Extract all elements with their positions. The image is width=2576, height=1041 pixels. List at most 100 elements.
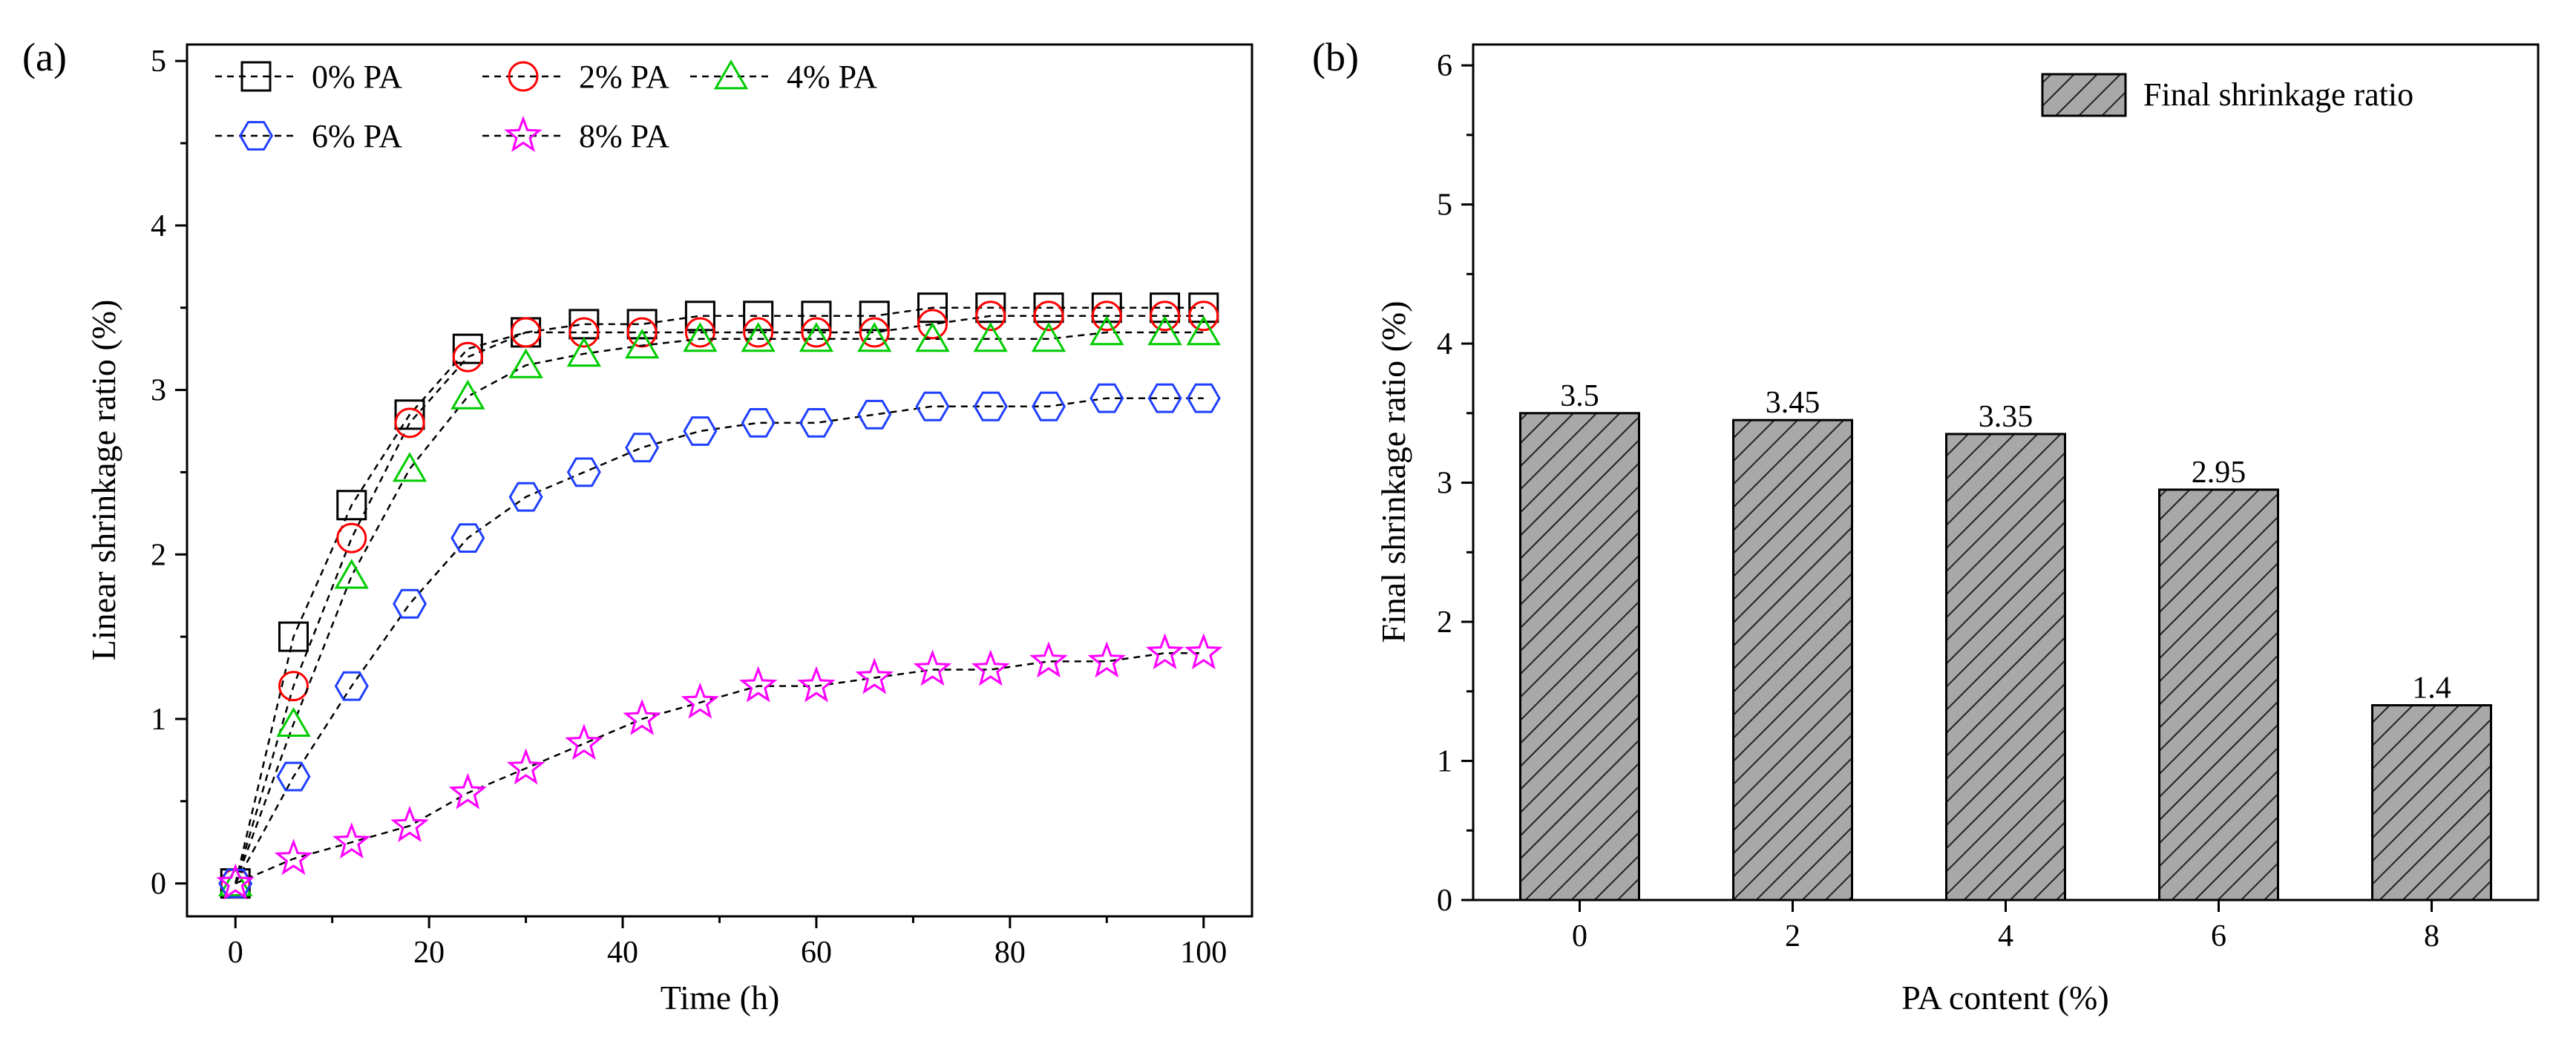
- panel-b-x-axis: 0 2 4 6 8: [1572, 900, 2439, 953]
- data-point: [452, 333, 483, 364]
- data-point: [1186, 383, 1221, 413]
- data-point: [394, 407, 425, 439]
- x-tick-label: 40: [607, 936, 638, 970]
- legend-item: 2% PA: [482, 59, 669, 95]
- data-point: [448, 772, 488, 810]
- data-point: [568, 309, 600, 340]
- data-point: [1147, 383, 1182, 413]
- data-point: [334, 559, 369, 589]
- data-point: [917, 309, 948, 340]
- panel-b-y-axis-title: Final shrinkage ratio (%): [1374, 301, 1412, 643]
- y-tick-label: 2: [1437, 605, 1452, 640]
- y-tick-label: 0: [1437, 884, 1452, 918]
- data-point: [392, 452, 427, 482]
- data-point: [278, 621, 309, 652]
- legend-item: 8% PA: [482, 115, 669, 154]
- data-point: [1091, 301, 1122, 332]
- y-tick-label: 0: [151, 867, 166, 902]
- bar-value-label: 2.95: [2192, 456, 2246, 490]
- legend-marker: [713, 59, 749, 90]
- panel-a-x-axis-title: Time (h): [661, 979, 780, 1017]
- y-tick-label: 3: [151, 374, 166, 408]
- x-tick-label: 8: [2424, 919, 2439, 953]
- panel-b-legend-label: Final shrinkage ratio: [2143, 76, 2413, 113]
- data-point: [975, 292, 1006, 324]
- data-point: [450, 379, 485, 410]
- data-point: [278, 671, 309, 702]
- data-point: [1150, 292, 1181, 324]
- data-point: [684, 301, 715, 332]
- data-point: [681, 682, 720, 719]
- legend-label: 0% PA: [312, 59, 402, 95]
- data-point: [1089, 383, 1124, 413]
- x-tick-label: 2: [1785, 919, 1800, 953]
- data-point: [1150, 301, 1181, 332]
- data-point: [1091, 292, 1122, 324]
- data-point: [741, 408, 776, 438]
- data-point: [450, 523, 485, 553]
- panel-b-legend-swatch: [2041, 73, 2127, 117]
- data-point: [566, 336, 601, 367]
- data-point: [683, 322, 718, 352]
- panel-a: (a) 0 20 40 60 80 100 0 1 2 3 4 5 0% PA 2% PA 4% PA 6…: [22, 35, 1253, 1017]
- data-point: [684, 317, 715, 348]
- legend-marker: [238, 121, 274, 151]
- legend-label: 6% PA: [312, 118, 402, 154]
- bar-value-label: 3.45: [1766, 386, 1820, 420]
- legend-item: 6% PA: [215, 118, 402, 154]
- bar-value-label: 1.4: [2412, 671, 2451, 706]
- data-point: [394, 399, 425, 430]
- data-point: [626, 317, 658, 348]
- data-point: [625, 433, 660, 463]
- data-point: [1029, 641, 1068, 678]
- data-point: [859, 317, 890, 348]
- data-point: [857, 399, 892, 430]
- panel-b-legend: Final shrinkage ratio: [2041, 73, 2413, 117]
- x-tick-label: 20: [413, 936, 445, 970]
- data-point: [799, 408, 833, 438]
- y-tick-label: 1: [151, 703, 166, 737]
- panel-b-y-axis: 0 1 2 3 4 5 6: [1437, 49, 1473, 918]
- data-point: [973, 391, 1008, 421]
- data-point: [626, 309, 658, 340]
- series-2-pa-pa: [220, 301, 1219, 899]
- series-line: [235, 652, 1204, 884]
- data-point: [506, 748, 545, 785]
- x-tick-label: 0: [1572, 919, 1587, 953]
- data-point: [568, 317, 600, 348]
- data-point: [743, 301, 774, 332]
- series-8-pa-pa: [216, 633, 1223, 900]
- data-point: [390, 806, 429, 842]
- data-point: [336, 490, 367, 521]
- panel-b-label: (b): [1312, 35, 1359, 79]
- y-tick-label: 3: [1437, 467, 1452, 501]
- legend-label: 4% PA: [787, 59, 877, 95]
- data-point: [1032, 391, 1066, 421]
- series-6-pa-pa: [218, 383, 1221, 899]
- bar: [2158, 488, 2279, 902]
- x-tick-label: 0: [228, 936, 243, 970]
- y-tick-label: 6: [1437, 49, 1452, 83]
- data-point: [1033, 301, 1064, 332]
- data-point: [276, 706, 311, 737]
- bar: [2371, 704, 2492, 902]
- data-point: [857, 322, 892, 352]
- data-point: [336, 522, 367, 554]
- y-tick-label: 1: [1437, 745, 1452, 779]
- data-point: [276, 761, 311, 792]
- series-0-pa-pa: [220, 292, 1219, 899]
- data-point: [334, 671, 369, 701]
- panel-a-label: (a): [22, 35, 67, 79]
- bar: [1732, 418, 1853, 902]
- data-point: [973, 322, 1008, 352]
- bar-value-label: 3.35: [1979, 400, 2033, 434]
- data-point: [218, 866, 253, 896]
- y-tick-label: 5: [1437, 188, 1452, 223]
- panel-b: (b) 0 2 4 6 8 0 1 2 3 4 5 6 3.5 3.45 3.35 2.95 1.4 Fin…: [1312, 35, 2540, 1017]
- data-point: [799, 322, 834, 352]
- legend-marker: [240, 61, 272, 92]
- data-point: [913, 649, 952, 686]
- legend-label: 2% PA: [579, 59, 669, 95]
- data-point: [1188, 292, 1219, 324]
